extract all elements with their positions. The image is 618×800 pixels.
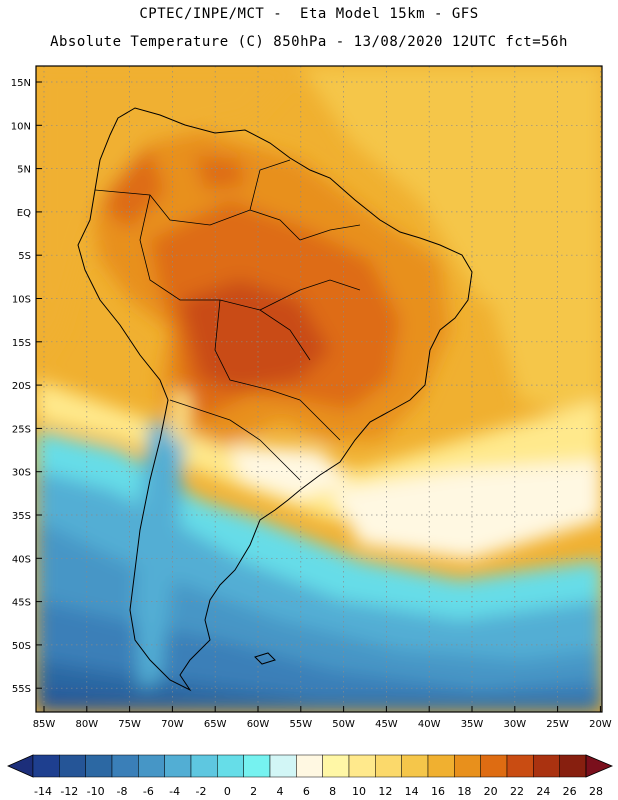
colorbar-tick-label: -10 [87, 785, 105, 798]
colorbar-swatch [269, 754, 297, 778]
lat-label: 50S [12, 641, 31, 652]
colorbar-tick-label: 14 [405, 785, 419, 798]
temperature-field [36, 66, 602, 712]
map-title-line2: Absolute Temperature (C) 850hPa - 13/08/… [50, 34, 568, 50]
colorbar-tick-label: 0 [224, 785, 231, 798]
colorbar-tick-label: -14 [34, 785, 52, 798]
lat-label: EQ [17, 208, 31, 219]
latitude-labels: 15N 10N 5N EQ 5S 10S 15S 20S 25S 30S 35S 40S 45S 50S 5… [11, 78, 42, 695]
south-america-coastline [77, 107, 473, 692]
colorbar-swatch [190, 754, 218, 778]
colorbar-tick-label: -12 [60, 785, 78, 798]
colorbar-swatch [217, 754, 244, 778]
lon-label: 25W [546, 719, 569, 730]
lon-label: 40W [418, 719, 441, 730]
coastlines-and-borders [77, 107, 473, 692]
colorbar-tick-label: 2 [250, 785, 257, 798]
lon-label: 60W [247, 719, 270, 730]
colorbar-tick-label: -6 [143, 785, 154, 798]
lat-label: 15S [12, 338, 31, 349]
lon-label: 30W [503, 719, 526, 730]
longitude-labels: 85W 80W 75W 70W 65W 60W 55W 50W 45W 40W 35W 30W 25W 2… [33, 706, 612, 730]
lon-label: 75W [118, 719, 141, 730]
colorbar-swatch [401, 754, 429, 778]
lon-label: 50W [332, 719, 355, 730]
colorbar-swatch [559, 754, 587, 778]
colorbar-swatch [533, 754, 560, 778]
map-frame [35, 65, 603, 713]
colorbar-swatch [480, 754, 508, 778]
colorbar-tick-label: -2 [196, 785, 207, 798]
colorbar-tick-label: 20 [484, 785, 498, 798]
colorbar-tick-label: -8 [117, 785, 128, 798]
colorbar-swatch [32, 754, 60, 778]
colorbar-swatch [243, 754, 271, 778]
country-borders [94, 159, 361, 481]
colorbar-tick-label: 16 [431, 785, 445, 798]
lat-label: 40S [12, 554, 31, 565]
colorbar-swatch [454, 754, 481, 778]
lat-label: 35S [12, 511, 31, 522]
lon-label: 80W [75, 719, 98, 730]
lat-label: 10S [12, 295, 31, 306]
lat-label: 30S [12, 468, 31, 479]
lat-label: 25S [12, 424, 31, 435]
lat-label: 5S [18, 251, 31, 262]
colorbar-tick-label: 18 [457, 785, 471, 798]
lat-label: 15N [11, 78, 31, 89]
lat-label: 10N [11, 121, 31, 132]
lat-label: 45S [12, 598, 31, 609]
colorbar-swatch [296, 754, 323, 778]
colorbar-tick-label: 8 [329, 785, 336, 798]
colorbar-swatch [111, 754, 139, 778]
colorbar-tick-label: 4 [277, 785, 284, 798]
falkland-islands [254, 652, 276, 665]
colorbar-over-arrow [585, 754, 614, 778]
colorbar-tick-label: 12 [378, 785, 392, 798]
lon-label: 35W [461, 719, 484, 730]
colorbar-swatch [59, 754, 86, 778]
colorbar-swatch [138, 754, 165, 778]
colorbar-swatch [85, 754, 113, 778]
colorbar-tick-label: 26 [563, 785, 577, 798]
colorbar-tick-label: -4 [169, 785, 180, 798]
colorbar-swatch [375, 754, 402, 778]
lon-label: 45W [375, 719, 398, 730]
colorbar-swatch [506, 754, 534, 778]
lon-label: 70W [161, 719, 184, 730]
colorbar-tick-label: 24 [536, 785, 550, 798]
colorbar-tick-label: 6 [303, 785, 310, 798]
lat-label: 55S [12, 684, 31, 695]
lon-label: 55W [289, 719, 312, 730]
lon-label: 20W [589, 719, 612, 730]
colorbar: -14 -12 -10 -8 -6 -4 -2 0 2 4 6 8 10 12 14 16 18 20 22 24 26… [7, 754, 614, 798]
colorbar-swatch [348, 754, 376, 778]
colorbar-swatch [164, 754, 192, 778]
colorbar-tick-label: 22 [510, 785, 524, 798]
lon-label: 85W [33, 719, 56, 730]
lon-label: 65W [204, 719, 227, 730]
lat-label: 20S [12, 381, 31, 392]
map-title-line1: CPTEC/INPE/MCT - Eta Model 15km - GFS [139, 6, 479, 22]
colorbar-tick-label: 28 [589, 785, 603, 798]
colorbar-swatch [322, 754, 350, 778]
colorbar-tick-label: 10 [352, 785, 366, 798]
colorbar-swatch [427, 754, 455, 778]
colorbar-under-arrow [7, 754, 34, 778]
lat-label: 5N [17, 165, 31, 176]
